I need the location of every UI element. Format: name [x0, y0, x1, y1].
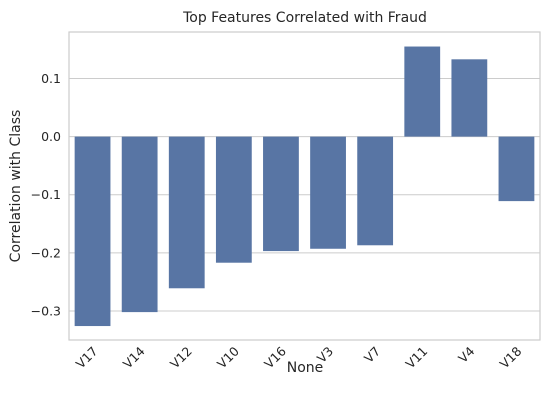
y-tick-label: −0.2 [31, 245, 61, 260]
x-tick-label: V18 [497, 343, 525, 371]
bar-v10 [215, 136, 252, 263]
x-tick-label: V12 [167, 344, 195, 372]
plot-frame [68, 31, 541, 341]
bar-layer [74, 46, 535, 327]
y-tick-label: 0.0 [41, 129, 61, 144]
bar-v12 [168, 136, 205, 289]
bar-v3 [310, 136, 346, 249]
x-tick-label: V14 [120, 343, 148, 371]
x-tick-label: V17 [73, 344, 101, 372]
bar-v11 [404, 46, 441, 137]
x-tick-label: V7 [361, 344, 383, 366]
bar-v18 [498, 136, 535, 202]
bar-v4 [451, 59, 488, 137]
y-tick-labels: −0.3 −0.2 −0.1 0.0 0.1 [31, 71, 61, 318]
bar-v16 [263, 136, 299, 252]
y-tick-label: 0.1 [41, 71, 61, 86]
bar-v7 [357, 136, 394, 246]
y-tick-label: −0.3 [31, 303, 61, 318]
bar-v17 [74, 136, 111, 327]
y-tick-label: −0.1 [31, 187, 61, 202]
x-tick-label: V11 [402, 344, 430, 372]
chart-title: Top Features Correlated with Fraud [182, 10, 427, 26]
x-axis-label: None [287, 360, 324, 376]
x-tick-label: V16 [261, 343, 289, 371]
x-tick-label: V4 [455, 343, 477, 365]
bar-v14 [121, 136, 158, 313]
x-tick-label: V10 [214, 343, 242, 371]
y-axis-label: Correlation with Class [8, 110, 24, 263]
